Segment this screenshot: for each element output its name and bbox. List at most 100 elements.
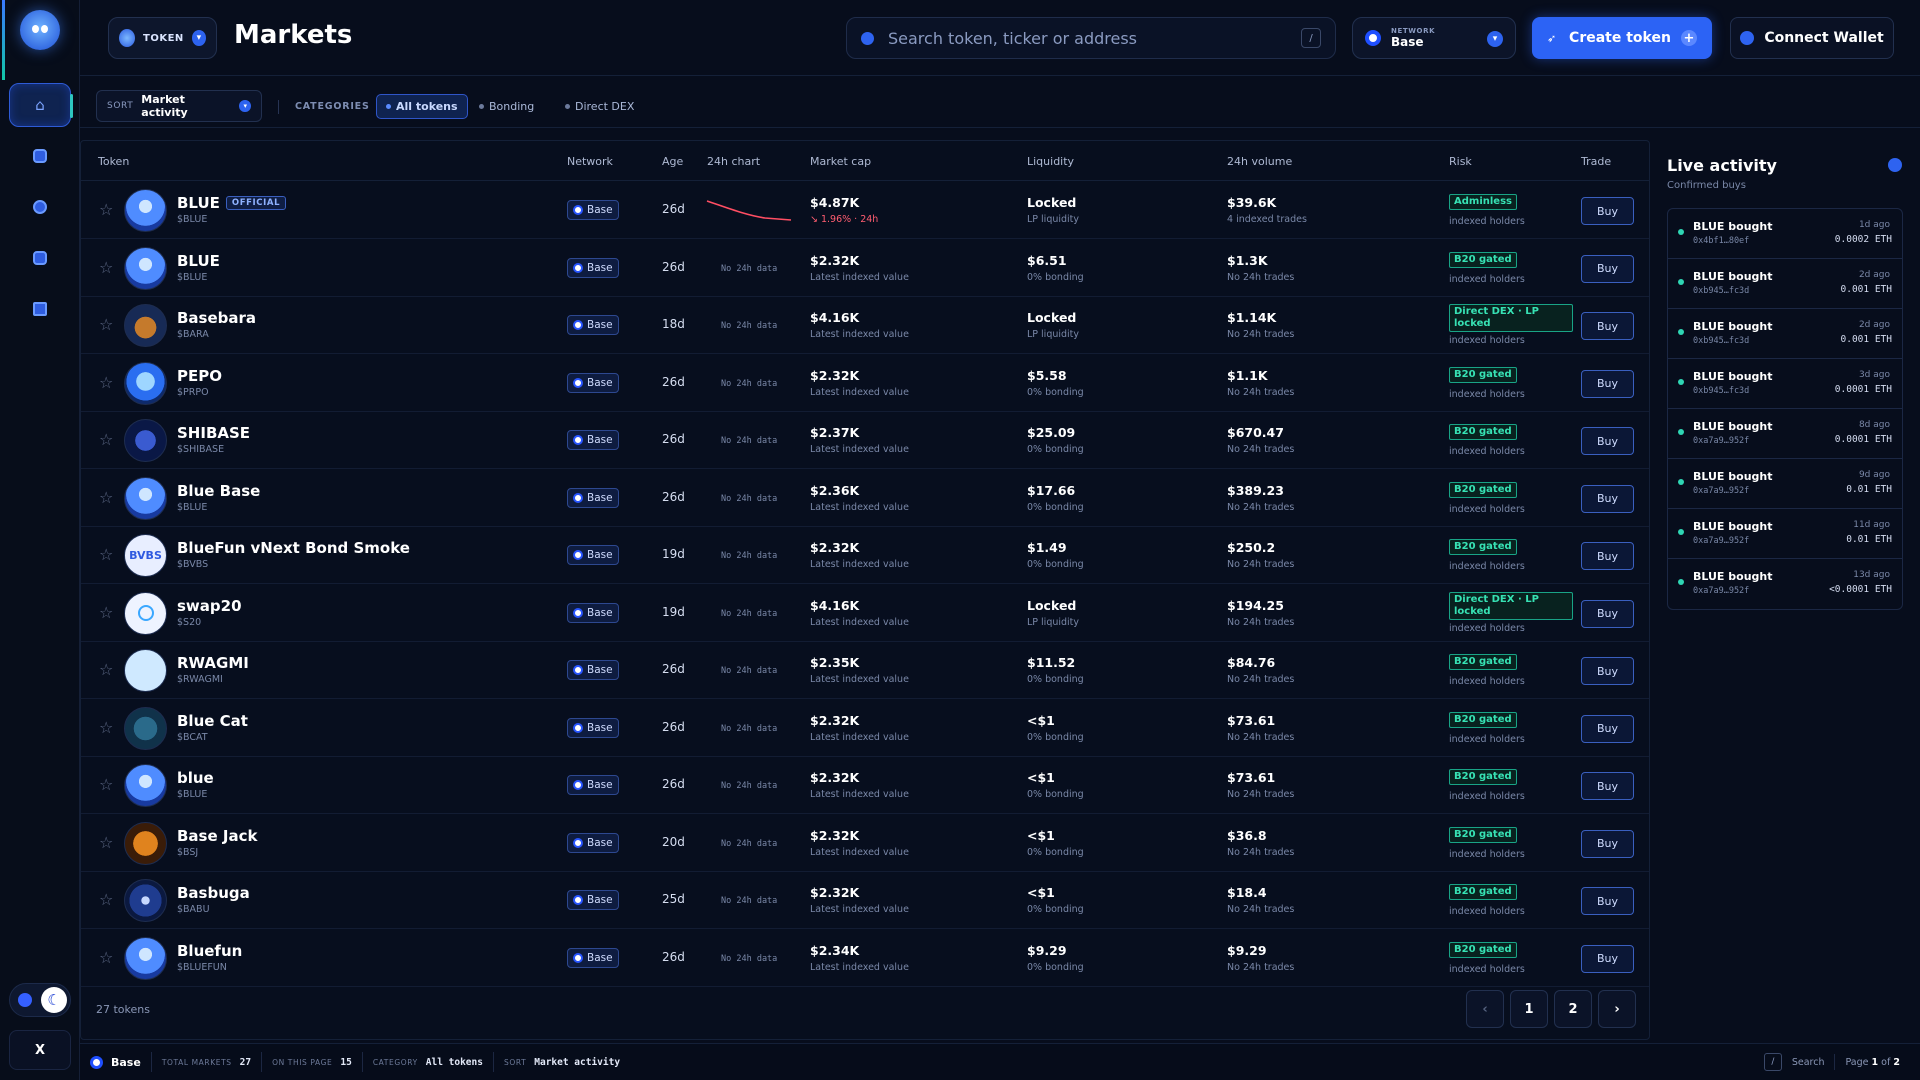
buy-button[interactable]: Buy (1581, 772, 1634, 800)
token-name[interactable]: BLUE (177, 252, 220, 270)
chip-direct-dex[interactable]: Direct DEX (556, 94, 643, 119)
table-row[interactable]: ☆ Blue Cat $BCAT Base 26d No 24h data $2.32K La… (81, 700, 1649, 757)
buy-button[interactable]: Buy (1581, 312, 1634, 340)
table-row[interactable]: ☆ swap20 $S20 Base 19d No 24h data $4.16K Lates… (81, 585, 1649, 642)
favorite-star-icon[interactable]: ☆ (99, 315, 114, 334)
token-name[interactable]: Base Jack (177, 827, 257, 845)
token-switcher[interactable]: TOKEN ▾ (108, 17, 217, 59)
favorite-star-icon[interactable]: ☆ (99, 775, 114, 794)
market-cap-value: $4.16K (810, 310, 860, 325)
token-name[interactable]: Bluefun (177, 942, 242, 960)
table-row[interactable]: ☆ blue $BLUE Base 26d No 24h data $2.32K Latest… (81, 757, 1649, 814)
buy-button[interactable]: Buy (1581, 197, 1634, 225)
search-input[interactable] (888, 28, 1301, 48)
sort-dropdown[interactable]: SORT Market activity ▾ (96, 90, 262, 122)
activity-item[interactable]: BLUE bought 0xa7a9…952f 8d ago 0.0001 ETH (1668, 409, 1902, 459)
activity-item[interactable]: BLUE bought 0xb945…fc3d 3d ago 0.0001 ETH (1668, 359, 1902, 409)
liquidity-value: Locked (1027, 597, 1077, 613)
favorite-star-icon[interactable]: ☆ (99, 372, 114, 392)
nav-create-button[interactable] (22, 138, 58, 174)
token-name[interactable]: blue (177, 769, 214, 787)
activity-item[interactable]: BLUE bought 0xb945…fc3d 2d ago 0.001 ETH (1668, 309, 1902, 359)
table-row[interactable]: ☆ RWAGMI $RWAGMI Base 26d No 24h data $2.35K La… (81, 642, 1649, 699)
table-row[interactable]: ☆ BLUE $BLUE Base 26d No 24h data $2.32K Latest… (81, 240, 1649, 297)
token-name[interactable]: Blue Base (177, 482, 260, 500)
token-name[interactable]: BLUE OFFICIAL (177, 194, 287, 212)
buy-button[interactable]: Buy (1581, 657, 1634, 685)
favorite-star-icon[interactable]: ☆ (99, 487, 114, 507)
token-name[interactable]: SHIBASE (177, 424, 250, 442)
table-row[interactable]: ☆ Basbuga $BABU Base 25d No 24h data $2.32K Lat… (81, 872, 1649, 929)
col-network[interactable]: Network (567, 155, 613, 168)
network-selector[interactable]: NETWORK Base ▾ (1352, 17, 1516, 59)
market-cap-sub: Latest indexed value (810, 846, 909, 858)
token-name[interactable]: BlueFun vNext Bond Smoke (177, 539, 410, 557)
favorite-star-icon[interactable]: ☆ (99, 545, 114, 564)
nav-apps-button[interactable] (22, 240, 58, 276)
chip-bonding[interactable]: Bonding (470, 94, 543, 119)
favorite-star-icon[interactable]: ☆ (99, 717, 114, 737)
activity-item[interactable]: BLUE bought 0xb945…fc3d 2d ago 0.001 ETH (1668, 259, 1902, 309)
table-row[interactable]: ☆ BVBS BlueFun vNext Bond Smoke $BVBS Base 19… (81, 527, 1649, 584)
prev-page-button[interactable]: ‹ (1466, 990, 1504, 1028)
token-name[interactable]: Basebara (177, 309, 256, 327)
theme-toggle[interactable]: ☾ (9, 983, 71, 1017)
col-age[interactable]: Age (662, 155, 684, 168)
page-2-button[interactable]: 2 (1554, 990, 1592, 1028)
next-page-button[interactable]: › (1598, 990, 1636, 1028)
token-avatar (124, 189, 167, 232)
col-liquidity[interactable]: Liquidity (1027, 155, 1075, 168)
chip-all-tokens[interactable]: All tokens (376, 94, 468, 119)
table-row[interactable]: ☆ Basebara $BARA Base 18d No 24h data $4.16K La… (81, 297, 1649, 354)
search-shortcut-key[interactable]: / (1763, 1053, 1782, 1071)
buy-button[interactable]: Buy (1581, 714, 1634, 743)
create-token-button[interactable]: ➶ Create token + (1532, 17, 1712, 59)
table-row[interactable]: ☆ SHIBASE $SHIBASE Base 26d No 24h data $2.37K… (81, 412, 1649, 469)
buy-button[interactable]: Buy (1581, 254, 1634, 283)
table-row[interactable]: ☆ Base Jack $BSJ Base 20d No 24h data $2.32K La… (81, 815, 1649, 872)
favorite-star-icon[interactable]: ☆ (99, 947, 114, 967)
market-cap-value: $2.36K (810, 482, 860, 498)
table-row[interactable]: ☆ BLUE OFFICIAL $BLUE Base 26d $4.87K ↘ 1.96% ·… (81, 182, 1649, 239)
network-badge-label: Base (587, 836, 613, 849)
x-social-button[interactable]: X (9, 1030, 71, 1070)
nav-home-button[interactable]: ⌂ (9, 83, 73, 127)
favorite-star-icon[interactable]: ☆ (99, 832, 114, 852)
buy-button[interactable]: Buy (1581, 599, 1634, 628)
buy-button[interactable]: Buy (1581, 369, 1634, 398)
token-name[interactable]: swap20 (177, 597, 242, 615)
table-row[interactable]: ☆ PEPO $PRPO Base 26d No 24h data $2.32K Latest… (81, 355, 1649, 412)
favorite-star-icon[interactable]: ☆ (99, 200, 114, 219)
activity-item[interactable]: BLUE bought 0xa7a9…952f 11d ago 0.01 ETH (1668, 509, 1902, 559)
table-row[interactable]: ☆ Bluefun $BLUEFUN Base 26d No 24h data $2.34K… (81, 930, 1649, 987)
table-row[interactable]: ☆ Blue Base $BLUE Base 26d No 24h data $2.36K L… (81, 470, 1649, 527)
token-name[interactable]: Blue Cat (177, 712, 248, 730)
connect-wallet-button[interactable]: Connect Wallet (1730, 17, 1894, 59)
token-name[interactable]: Basbuga (177, 884, 250, 902)
activity-item[interactable]: BLUE bought 0xa7a9…952f 9d ago 0.01 ETH (1668, 459, 1902, 509)
buy-button[interactable]: Buy (1581, 944, 1634, 973)
buy-button[interactable]: Buy (1581, 542, 1634, 570)
favorite-star-icon[interactable]: ☆ (99, 257, 114, 277)
buy-button[interactable]: Buy (1581, 484, 1634, 513)
nav-docs-button[interactable] (22, 291, 58, 327)
risk-badge: B20 gated (1449, 884, 1517, 900)
col-volume[interactable]: 24h volume (1227, 155, 1293, 168)
favorite-star-icon[interactable]: ☆ (99, 660, 114, 679)
token-name[interactable]: RWAGMI (177, 654, 249, 672)
buy-button[interactable]: Buy (1581, 887, 1634, 915)
app-logo[interactable] (20, 10, 60, 50)
buy-button[interactable]: Buy (1581, 427, 1634, 455)
favorite-star-icon[interactable]: ☆ (99, 602, 114, 622)
col-market-cap[interactable]: Market cap (810, 155, 872, 168)
col-token[interactable]: Token (98, 155, 130, 168)
search-bar[interactable]: / (846, 17, 1336, 59)
activity-item[interactable]: BLUE bought 0x4bf1…80ef 1d ago 0.0002 ETH (1668, 209, 1902, 259)
nav-search-button[interactable] (22, 189, 58, 225)
buy-button[interactable]: Buy (1581, 829, 1634, 858)
page-1-button[interactable]: 1 (1510, 990, 1548, 1028)
token-name[interactable]: PEPO (177, 367, 222, 385)
favorite-star-icon[interactable]: ☆ (99, 430, 114, 449)
favorite-star-icon[interactable]: ☆ (99, 890, 114, 909)
activity-item[interactable]: BLUE bought 0xa7a9…952f 13d ago <0.0001 ETH (1668, 559, 1902, 609)
